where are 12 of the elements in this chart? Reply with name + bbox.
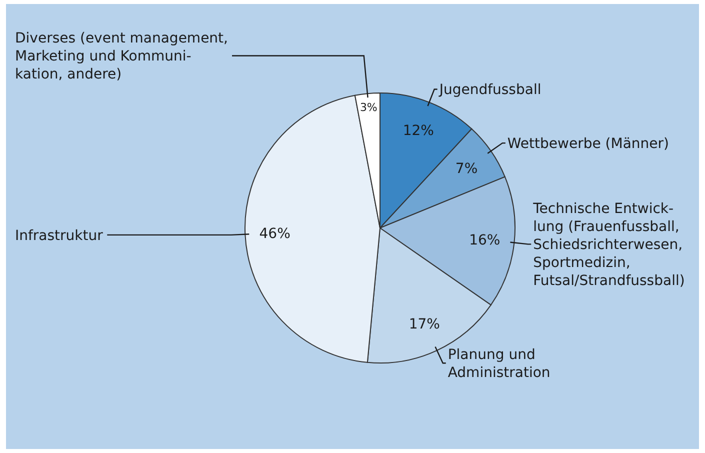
slice-label: Planung und Administration [448, 346, 550, 381]
data-label: 17% [408, 316, 440, 332]
slice-label: Wettbewerbe (Männer) [507, 136, 670, 152]
slice-label: Diverses (event management, Marketing und Kommuni- kation, andere) [15, 30, 228, 83]
slice-label: Jugendfussball [438, 82, 542, 98]
slice-label: Technische Entwick- lung (Frauenfussball, Schiedsrichterwesen, Sportmedizin, Futsal/Strandfussball) [532, 201, 685, 290]
data-label: 12% [402, 122, 434, 139]
slice-label: Infrastruktur [15, 228, 104, 244]
data-label: 3% [360, 100, 378, 114]
data-label: 46% [259, 226, 290, 242]
data-label: 16% [469, 232, 500, 248]
data-label: 7% [455, 160, 478, 177]
